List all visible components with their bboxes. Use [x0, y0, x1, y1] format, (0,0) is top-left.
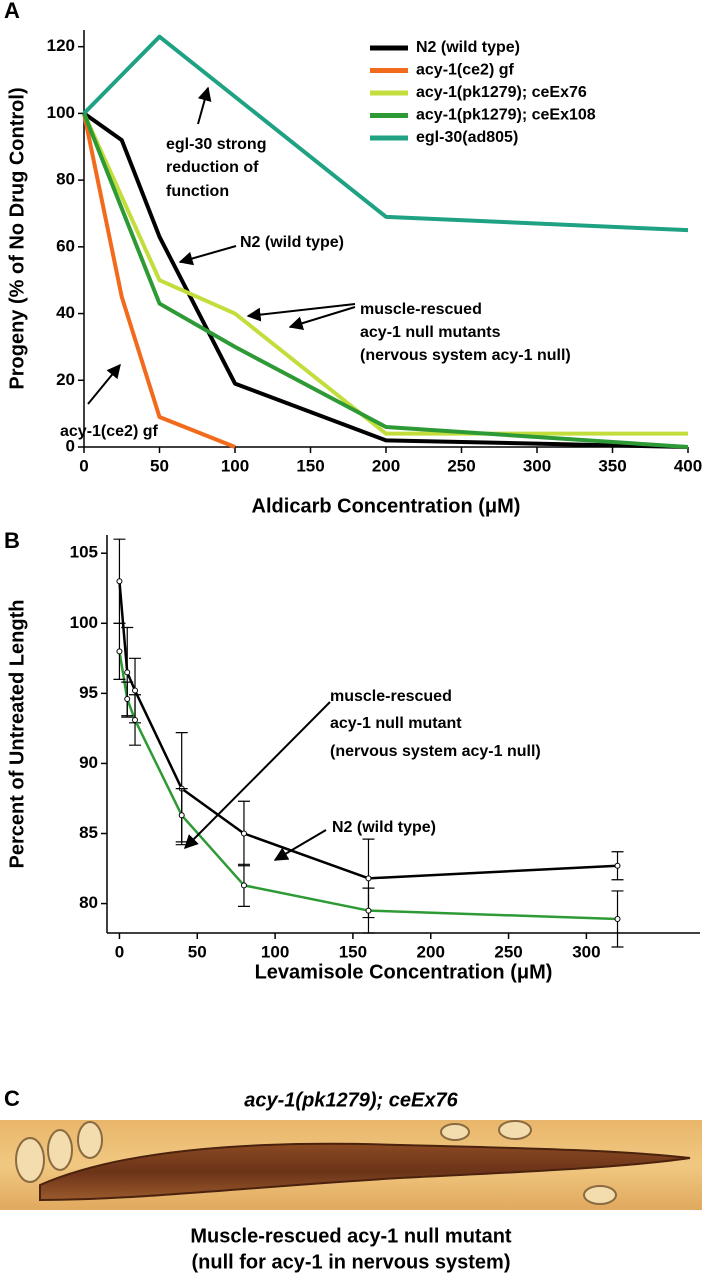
annotation: N2 (wild type)	[240, 234, 344, 251]
annotation: N2 (wild type)	[332, 819, 436, 836]
series-line	[82, 111, 689, 449]
panel-label: A	[4, 0, 20, 23]
x-tick-label: 200	[417, 942, 445, 961]
series-line	[82, 34, 689, 233]
y-tick-label: 80	[79, 893, 98, 912]
x-axis-title: Aldicarb Concentration (μM)	[252, 495, 521, 517]
y-tick-label: 120	[47, 36, 75, 55]
y-tick-label: 100	[70, 613, 98, 632]
annotation: acy-1 null mutants	[360, 324, 501, 341]
x-tick-label: 350	[598, 456, 626, 475]
x-tick-label: 150	[339, 942, 367, 961]
arrow	[197, 86, 212, 125]
legend-label: egl-30(ad805)	[416, 129, 518, 146]
x-tick-label: 400	[674, 456, 702, 475]
caption: Muscle-rescued acy-1 null mutant	[190, 1225, 512, 1247]
panel-c-title: acy-1(pk1279); ceEx76	[244, 1089, 458, 1111]
point	[132, 687, 139, 694]
point	[614, 915, 621, 922]
series-line	[82, 112, 689, 449]
y-tick-label: 80	[56, 170, 75, 189]
y-tick-label: 105	[70, 543, 98, 562]
y-axis-title: Percent of Untreated Length	[6, 600, 28, 869]
x-tick-label: 50	[150, 456, 169, 475]
y-tick-label: 0	[66, 436, 75, 455]
micrograph	[0, 1120, 702, 1210]
point	[132, 716, 139, 723]
x-tick-label: 0	[79, 456, 88, 475]
point	[124, 695, 131, 702]
y-tick-label: 85	[79, 823, 98, 842]
x-tick-label: 50	[188, 942, 207, 961]
panel-label: B	[4, 528, 20, 553]
point	[365, 875, 372, 882]
arrow	[246, 303, 356, 322]
annotation: acy-1(ce2) gf	[60, 423, 158, 440]
panel-label: C	[4, 1086, 20, 1111]
arrow	[288, 306, 356, 330]
annotation: reduction of	[166, 159, 259, 176]
annotation: muscle-rescued	[360, 301, 482, 318]
annotation: muscle-rescued	[330, 688, 452, 705]
y-tick-label: 40	[56, 303, 75, 322]
y-tick-label: 60	[56, 236, 75, 255]
y-tick-label: 95	[79, 683, 98, 702]
arrow	[87, 363, 121, 405]
point	[116, 648, 123, 655]
y-tick-label: 20	[56, 370, 75, 389]
point	[365, 907, 372, 914]
x-tick-label: 250	[494, 942, 522, 961]
point	[124, 669, 131, 676]
x-tick-label: 300	[523, 456, 551, 475]
x-tick-label: 250	[447, 456, 475, 475]
x-tick-label: 150	[296, 456, 324, 475]
legend-label: acy-1(pk1279); ceEx108	[416, 107, 596, 124]
point	[240, 882, 247, 889]
annotation: function	[166, 183, 229, 200]
arrow	[273, 829, 327, 861]
y-tick-label: 90	[79, 753, 98, 772]
x-tick-label: 300	[572, 942, 600, 961]
x-tick-label: 200	[372, 456, 400, 475]
series-line	[82, 112, 236, 449]
caption: (null for acy-1 in nervous system)	[192, 1251, 511, 1273]
legend-label: acy-1(ce2) gf	[416, 62, 514, 79]
point	[614, 862, 621, 869]
legend-label: acy-1(pk1279); ceEx76	[416, 84, 587, 101]
annotation: egl-30 strong	[166, 136, 266, 153]
arrow	[178, 245, 237, 266]
point	[240, 830, 247, 837]
x-axis-title: Levamisole Concentration (μM)	[255, 961, 553, 983]
annotation: acy-1 null mutant	[330, 715, 462, 732]
point	[178, 812, 185, 819]
x-tick-label: 0	[115, 942, 124, 961]
y-tick-label: 100	[47, 103, 75, 122]
arrow	[184, 701, 331, 849]
y-axis-title: Progeny (% of No Drug Control)	[6, 87, 28, 389]
annotation: (nervous system acy-1 null)	[360, 347, 571, 364]
annotation: (nervous system acy-1 null)	[330, 743, 541, 760]
legend-label: N2 (wild type)	[416, 39, 520, 56]
point	[116, 578, 123, 585]
x-tick-label: 100	[221, 456, 249, 475]
x-tick-label: 100	[261, 942, 289, 961]
